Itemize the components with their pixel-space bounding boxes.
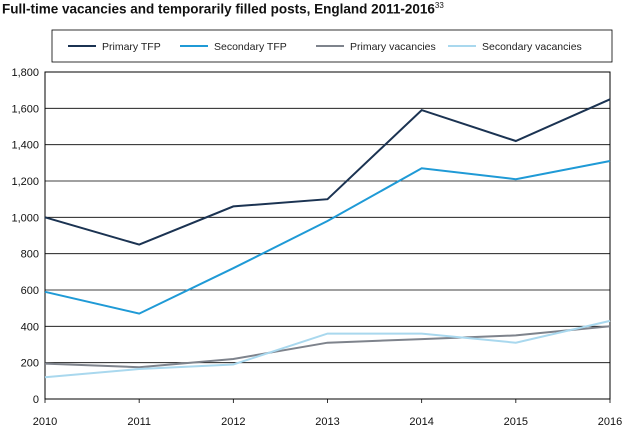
series-line-secondary-vacancies xyxy=(44,319,611,379)
x-tick-label: 2016 xyxy=(598,416,622,428)
legend-label: Secondary TFP xyxy=(214,41,287,53)
y-tick-label: 400 xyxy=(21,321,39,333)
y-tick-label: 0 xyxy=(33,394,39,406)
x-tick-label: 2013 xyxy=(315,416,339,428)
series-lines xyxy=(44,98,611,379)
y-tick-label: 1,600 xyxy=(11,103,39,115)
x-tick-label: 2011 xyxy=(127,416,151,428)
x-tick-label: 2012 xyxy=(221,416,245,428)
x-axis-ticks: 2010 2011 2012 2013 2014 2015 2016 xyxy=(33,416,622,428)
y-tick-label: 200 xyxy=(21,358,39,370)
y-tick-label: 600 xyxy=(21,285,39,297)
chart-title: Full-time vacancies and temporarily fill… xyxy=(2,1,444,17)
legend-label: Primary vacancies xyxy=(350,41,436,53)
series-line-primary-tfp xyxy=(44,98,611,246)
x-tick-label: 2015 xyxy=(504,416,528,428)
y-axis-ticks: 0 200 400 600 800 1,000 1,200 1,400 1,600 1,800 xyxy=(11,67,39,406)
chart-title-text: Full-time vacancies and temporarily fill… xyxy=(2,1,435,17)
series-line-secondary-tfp xyxy=(44,160,611,315)
y-tick-label: 800 xyxy=(21,249,39,261)
y-tick-label: 1,000 xyxy=(11,212,39,224)
gridlines xyxy=(44,71,611,403)
x-tick-label: 2014 xyxy=(409,416,433,428)
title-footnote: 33 xyxy=(434,1,444,10)
legend-label: Primary TFP xyxy=(102,41,161,53)
legend: Primary TFP Secondary TFP Primary vacancie… xyxy=(51,29,613,63)
y-tick-label: 1,200 xyxy=(11,176,39,188)
x-tick-label: 2010 xyxy=(33,416,57,428)
y-tick-label: 1,400 xyxy=(11,140,39,152)
y-tick-label: 1,800 xyxy=(11,67,39,79)
legend-label: Secondary vacancies xyxy=(482,41,582,53)
series-line-primary-vacancies xyxy=(44,325,611,369)
plot-border xyxy=(44,71,611,400)
